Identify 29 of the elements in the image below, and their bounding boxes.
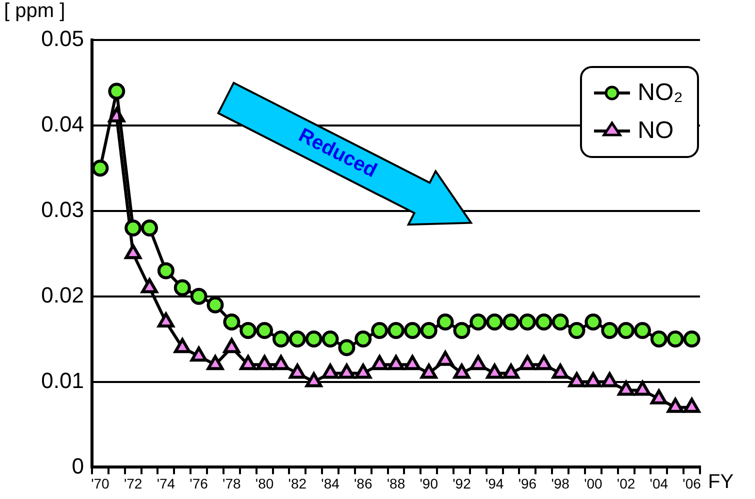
legend-label: NO [638, 116, 674, 146]
x-tick-label: '78 [222, 475, 242, 492]
x-tick-label: '90 [420, 475, 438, 492]
y-tick-label: 0.01 [41, 368, 84, 393]
y-tick-label: 0 [72, 453, 84, 478]
x-tick-label: '82 [288, 475, 307, 492]
x-tick-label: '06 [682, 475, 702, 492]
y-tick-label: 0.03 [41, 196, 84, 222]
x-tick-label: '94 [485, 475, 504, 492]
x-tick-label: '76 [190, 475, 208, 492]
x-tick-label: '00 [584, 475, 603, 492]
x-tick-label: '70 [91, 475, 110, 492]
x-tick-label: '98 [551, 475, 570, 492]
x-axis-title: FY [708, 471, 734, 494]
x-tick-label: '04 [650, 475, 668, 492]
x-tick-label: '72 [124, 475, 142, 492]
y-tick-label: 0.05 [41, 26, 84, 52]
x-tick-label: '84 [321, 475, 340, 492]
x-tick-label: '92 [452, 475, 472, 492]
x-tick-label: '88 [386, 475, 406, 492]
x-tick-label: '96 [518, 475, 537, 492]
y-axis-title: [ ppm ] [4, 0, 66, 23]
y-tick-label: 0.04 [41, 112, 84, 137]
x-tick-label: '86 [354, 475, 372, 492]
legend-label: NO₂ [638, 78, 683, 108]
x-tick-label: '80 [255, 475, 274, 492]
y-tick-label: 0.02 [41, 282, 84, 308]
x-tick-label: '02 [616, 475, 636, 492]
x-tick-label: '74 [156, 475, 176, 492]
